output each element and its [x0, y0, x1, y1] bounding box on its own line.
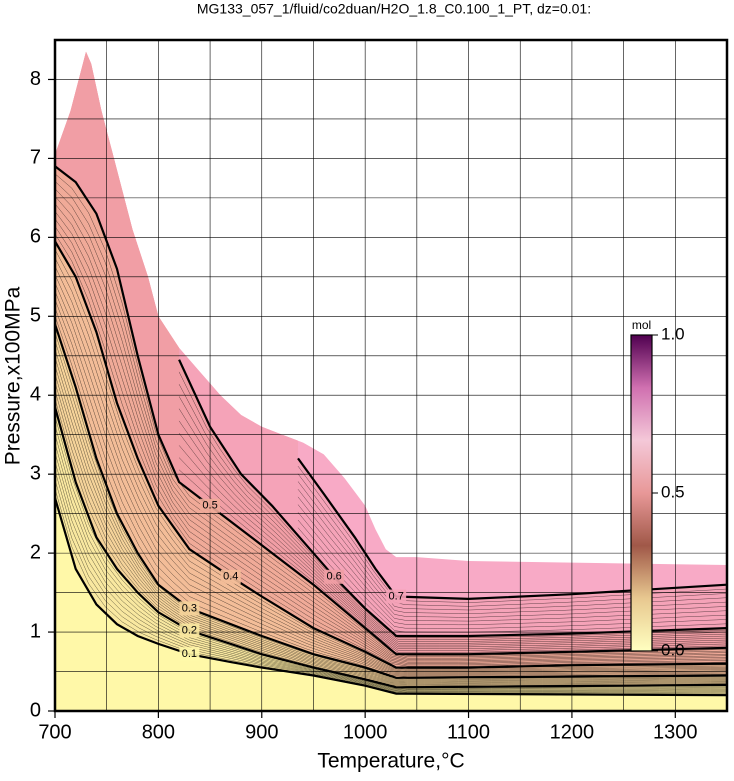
contour-label: 0.4 — [223, 571, 238, 583]
colorbar-tick-label: 0.0 — [661, 640, 685, 659]
y-tick-label: 2 — [30, 541, 41, 563]
y-tick-label: 6 — [30, 226, 41, 248]
thin-contour — [55, 173, 727, 656]
contour-label: 0.2 — [182, 624, 197, 636]
colorbar-tick-label: 1.0 — [661, 324, 685, 343]
x-tick-label: 700 — [38, 721, 71, 743]
thin-contour — [55, 479, 727, 694]
contour-label-bg — [324, 569, 345, 584]
x-tick-label: 800 — [142, 721, 175, 743]
thin-contour — [55, 382, 727, 685]
colorbar-tick-label: 0.5 — [661, 482, 685, 501]
thin-contour — [55, 203, 727, 662]
contour-label: 0.1 — [182, 648, 197, 660]
thin-contour — [55, 470, 727, 693]
colorbar-label: mol — [632, 318, 651, 332]
thin-contour — [55, 196, 727, 660]
thin-contour — [55, 282, 727, 673]
thin-contour — [297, 489, 727, 614]
thin-contour — [297, 465, 727, 603]
thin-contour — [55, 218, 727, 664]
x-tick-label: 1300 — [653, 721, 698, 743]
thin-contour — [297, 519, 727, 629]
thin-contour — [55, 434, 727, 690]
contour-label-bg — [179, 647, 200, 662]
contour-label-bg — [386, 589, 407, 604]
contour-label: 0.5 — [202, 500, 217, 512]
thin-contour — [55, 390, 727, 686]
thin-contour — [55, 373, 727, 684]
thin-contour — [55, 226, 727, 666]
y-tick-label: 1 — [30, 620, 41, 642]
y-tick-label: 5 — [30, 305, 41, 327]
y-tick-label: 3 — [30, 462, 41, 484]
thin-contour — [55, 357, 727, 682]
y-tick-label: 7 — [30, 147, 41, 169]
x-tick-label: 900 — [245, 721, 278, 743]
contour-label-bg — [179, 623, 200, 638]
x-tick-label: 1100 — [447, 721, 490, 743]
contour-label-bg — [200, 498, 221, 513]
x-tick-label: 1200 — [550, 721, 595, 743]
thin-contour — [55, 365, 727, 683]
thin-contour — [55, 211, 727, 663]
contour-label: 0.7 — [389, 590, 404, 602]
thin-contour — [55, 443, 727, 691]
thin-contour — [55, 233, 727, 667]
thin-contour — [55, 461, 727, 692]
thin-contour — [55, 307, 727, 676]
colorbar — [630, 334, 653, 652]
y-tick-label: 0 — [30, 699, 41, 721]
thin-contour — [55, 181, 727, 658]
thin-contour — [55, 188, 727, 659]
y-tick-label: 8 — [30, 68, 41, 90]
thin-contour — [297, 473, 727, 607]
thin-contour — [55, 299, 727, 675]
contour-line — [297, 457, 728, 601]
thin-contour — [297, 496, 727, 618]
band — [55, 51, 727, 711]
contour-label-bg — [220, 569, 241, 584]
thin-contour — [297, 527, 727, 633]
x-axis-label: Temperature,°C — [317, 750, 464, 773]
contour-label: 0.6 — [326, 571, 341, 583]
thin-contour — [297, 504, 727, 622]
thin-contour — [55, 340, 727, 680]
band — [55, 51, 727, 711]
thin-contour — [297, 481, 727, 611]
thin-contour — [55, 274, 727, 672]
thin-contour — [55, 425, 727, 689]
thin-contour — [55, 257, 727, 670]
x-tick-label: 1000 — [343, 721, 388, 743]
y-tick-label: 4 — [30, 384, 41, 406]
plot-frame — [53, 38, 729, 713]
chart-title: MG133_057_1/fluid/co2duan/H2O_1.8_C0.100… — [197, 1, 591, 17]
thin-contour — [55, 266, 727, 671]
thin-contour — [297, 512, 727, 626]
y-axis-label: Pressure,x100MPa — [2, 286, 25, 465]
contour-label-bg — [179, 601, 200, 616]
thin-contour — [55, 349, 727, 681]
contour-label: 0.3 — [182, 602, 197, 614]
